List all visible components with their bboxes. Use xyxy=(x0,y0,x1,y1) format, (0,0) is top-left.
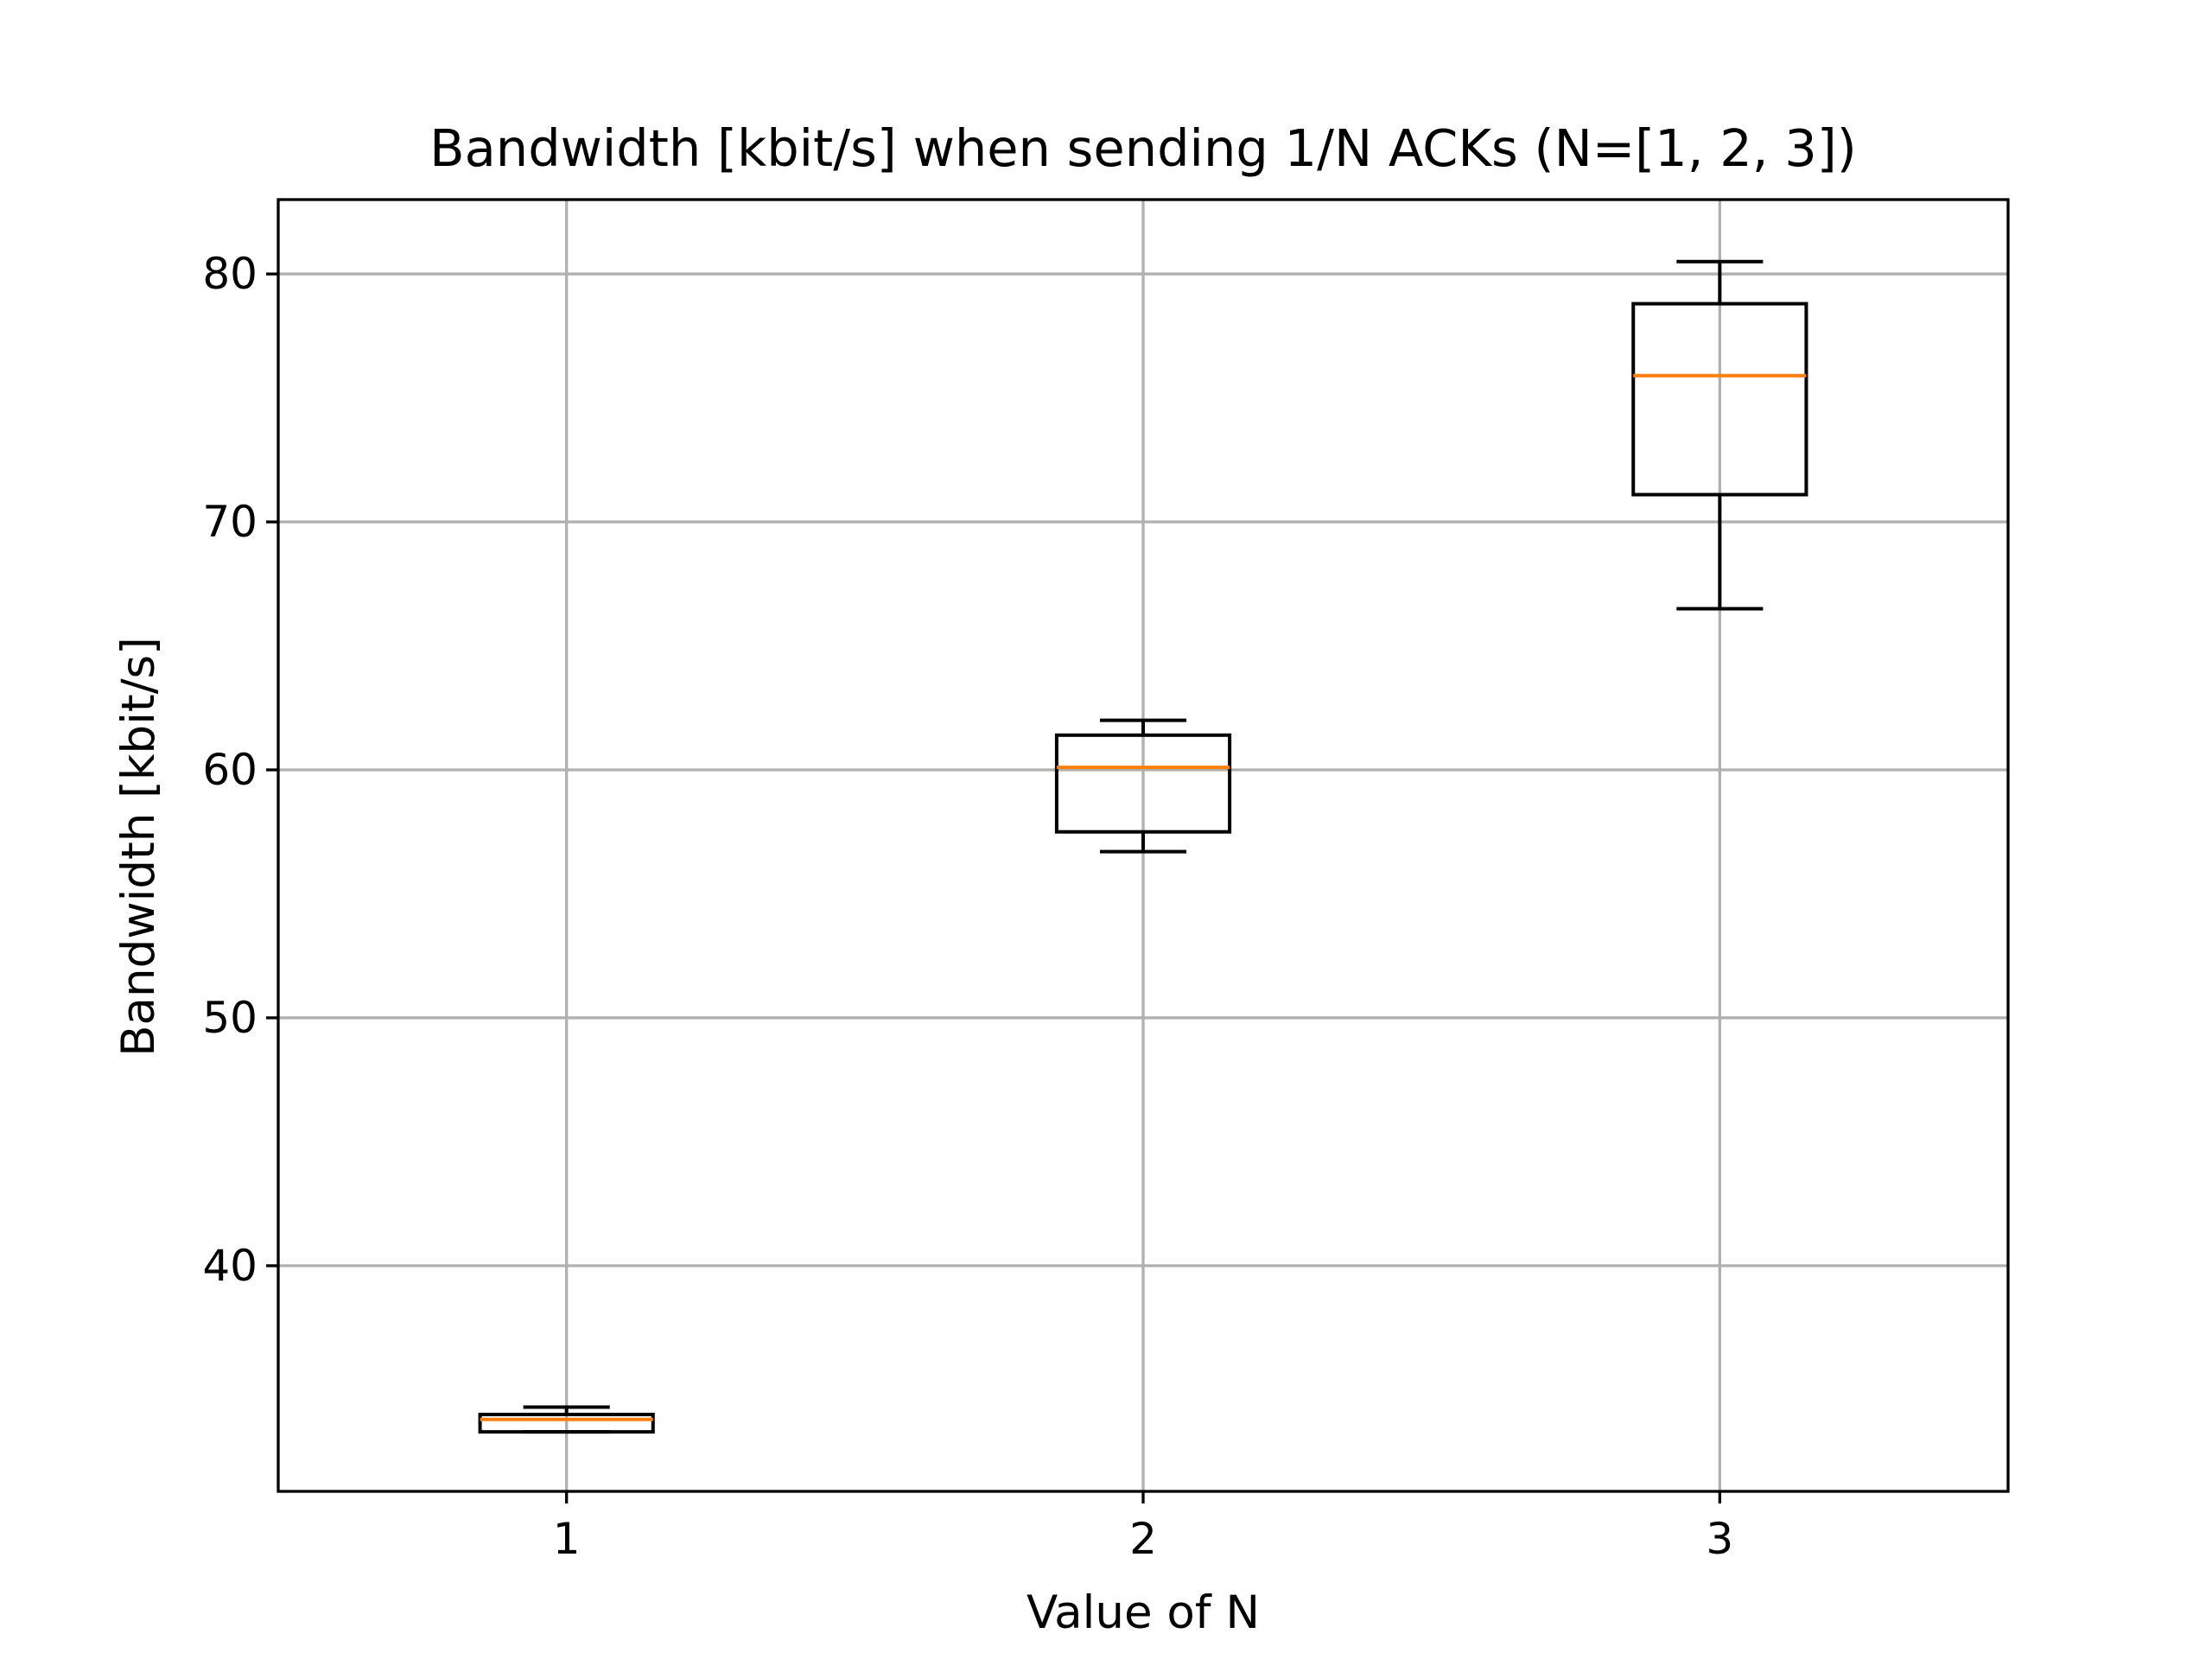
box-iqr xyxy=(1631,302,1808,497)
box-iqr xyxy=(478,1413,655,1434)
grid-layer xyxy=(278,200,2008,1491)
y-tick-label: 70 xyxy=(202,497,257,547)
y-axis-label: Bandwidth [kbit/s] xyxy=(112,637,165,1057)
x-tick-label: 2 xyxy=(1129,1514,1157,1564)
x-tick-label: 1 xyxy=(553,1514,581,1564)
box-group-1 xyxy=(478,1405,655,1434)
box-group-3 xyxy=(1631,259,1808,611)
box-iqr xyxy=(1054,733,1232,834)
y-tick-label: 50 xyxy=(202,993,257,1043)
y-tick-label: 40 xyxy=(202,1241,257,1291)
x-axis-label: Value of N xyxy=(1027,1586,1260,1639)
tick-layer: 40 50 60 70 80 1 2 3 xyxy=(202,249,1733,1564)
y-tick-label: 60 xyxy=(202,745,257,795)
x-tick-label: 3 xyxy=(1706,1514,1733,1564)
box-layer xyxy=(478,259,1808,1434)
chart-title: Bandwidth [kbit/s] when sending 1/N ACKs… xyxy=(429,118,1857,178)
box-group-2 xyxy=(1054,718,1232,854)
y-tick-label: 80 xyxy=(202,249,257,299)
